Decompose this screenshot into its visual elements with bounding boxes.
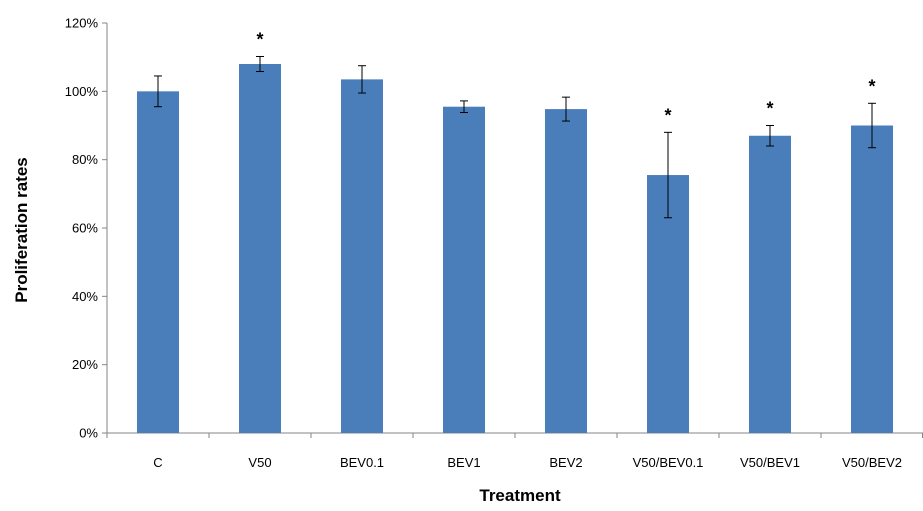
x-axis: C V50 BEV0.1 BEV1 BEV2 V50/BEV0.1 V50/BEV1 V50/… <box>106 432 923 470</box>
x-tick-label: C <box>153 455 162 470</box>
x-tick-label: V50/BEV0.1 <box>633 455 704 470</box>
y-tick-label: 40% <box>72 289 98 304</box>
y-tick-label: 80% <box>72 152 98 167</box>
x-axis-title: Treatment <box>479 486 561 505</box>
bars <box>137 64 893 433</box>
y-tick-label: 120% <box>65 16 99 31</box>
bar <box>137 91 179 433</box>
y-tick-label: 100% <box>65 84 99 99</box>
significance-marker: * <box>664 105 671 125</box>
bar <box>239 64 281 433</box>
x-tick-label: V50 <box>248 455 271 470</box>
bar <box>851 125 893 433</box>
y-tick-label: 20% <box>72 357 98 372</box>
bar <box>749 135 791 433</box>
significance-markers: * * * * <box>256 29 875 125</box>
y-tick-label: 60% <box>72 221 98 236</box>
bar <box>545 109 587 433</box>
x-tick-label: V50/BEV2 <box>842 455 902 470</box>
y-axis: 0% 20% 40% 60% 80% 100% 120% <box>65 16 108 441</box>
significance-marker: * <box>766 99 773 119</box>
bar <box>443 106 485 433</box>
significance-marker: * <box>868 76 875 96</box>
error-bars <box>154 55 876 219</box>
x-tick-label: V50/BEV1 <box>740 455 800 470</box>
x-tick-label: BEV1 <box>447 455 480 470</box>
significance-marker: * <box>256 29 263 49</box>
y-axis-title: Proliferation rates <box>12 157 31 303</box>
bar <box>341 79 383 433</box>
y-tick-label: 0% <box>79 426 98 441</box>
x-tick-label: BEV2 <box>549 455 582 470</box>
x-tick-label: BEV0.1 <box>340 455 384 470</box>
